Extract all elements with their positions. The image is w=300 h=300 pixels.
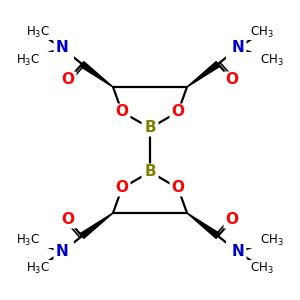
Text: O: O — [116, 181, 128, 196]
FancyBboxPatch shape — [142, 164, 158, 181]
Text: $\mathregular{CH_3}$: $\mathregular{CH_3}$ — [260, 52, 284, 68]
Polygon shape — [187, 213, 220, 239]
Text: B: B — [144, 121, 156, 136]
Text: O: O — [226, 73, 238, 88]
Text: O: O — [172, 181, 184, 196]
Text: $\mathregular{CH_3}$: $\mathregular{CH_3}$ — [250, 24, 274, 40]
Text: N: N — [56, 40, 68, 56]
FancyBboxPatch shape — [0, 24, 84, 40]
Text: N: N — [232, 244, 244, 260]
Polygon shape — [80, 213, 113, 239]
Text: $\mathregular{H_3C}$: $\mathregular{H_3C}$ — [26, 260, 50, 275]
FancyBboxPatch shape — [0, 52, 74, 68]
Polygon shape — [80, 61, 113, 87]
FancyBboxPatch shape — [142, 119, 158, 136]
FancyBboxPatch shape — [224, 71, 241, 88]
FancyBboxPatch shape — [169, 103, 187, 121]
FancyBboxPatch shape — [0, 260, 84, 276]
Text: $\mathregular{H_3C}$: $\mathregular{H_3C}$ — [26, 24, 50, 40]
Text: O: O — [61, 212, 74, 227]
Text: O: O — [116, 104, 128, 119]
Text: O: O — [172, 104, 184, 119]
FancyBboxPatch shape — [226, 52, 300, 68]
Text: $\mathregular{CH_3}$: $\mathregular{CH_3}$ — [260, 232, 284, 247]
Text: $\mathregular{H_3C}$: $\mathregular{H_3C}$ — [16, 232, 40, 247]
FancyBboxPatch shape — [230, 244, 247, 260]
FancyBboxPatch shape — [113, 103, 130, 121]
FancyBboxPatch shape — [169, 179, 187, 197]
FancyBboxPatch shape — [216, 260, 300, 276]
FancyBboxPatch shape — [59, 71, 76, 88]
Text: O: O — [61, 73, 74, 88]
Text: N: N — [232, 40, 244, 56]
FancyBboxPatch shape — [113, 179, 130, 197]
Text: O: O — [226, 212, 238, 227]
FancyBboxPatch shape — [216, 24, 300, 40]
FancyBboxPatch shape — [59, 212, 76, 229]
Polygon shape — [187, 61, 220, 87]
FancyBboxPatch shape — [0, 232, 74, 248]
FancyBboxPatch shape — [230, 40, 247, 56]
FancyBboxPatch shape — [53, 40, 70, 56]
Text: N: N — [56, 244, 68, 260]
Text: $\mathregular{H_3C}$: $\mathregular{H_3C}$ — [16, 52, 40, 68]
FancyBboxPatch shape — [224, 212, 241, 229]
Text: $\mathregular{CH_3}$: $\mathregular{CH_3}$ — [250, 260, 274, 275]
FancyBboxPatch shape — [53, 244, 70, 260]
FancyBboxPatch shape — [226, 232, 300, 248]
Text: B: B — [144, 164, 156, 179]
